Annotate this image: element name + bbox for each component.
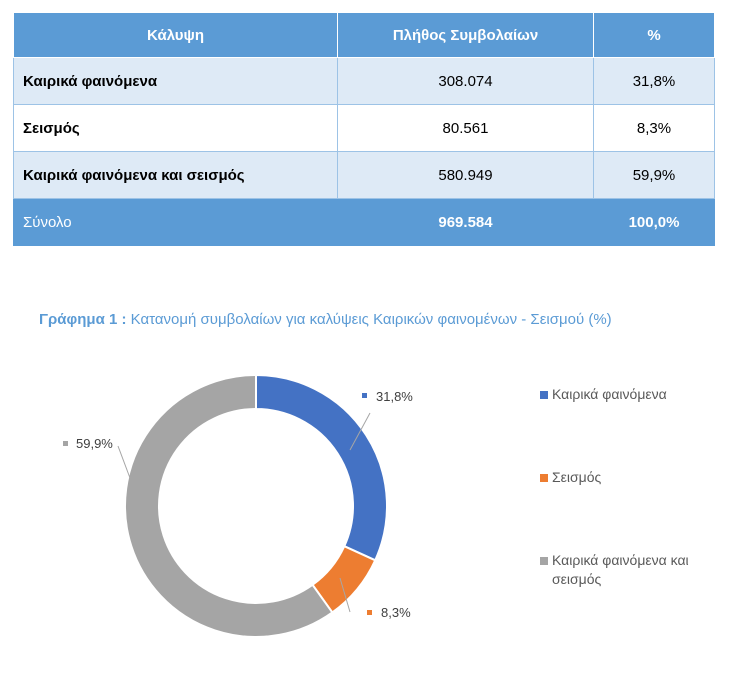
total-count: 969.584 — [337, 198, 594, 246]
table-row: Καιρικά φαινόμενα 308.074 31,8% — [13, 57, 715, 105]
header-percent: % — [593, 12, 715, 58]
data-label-marker — [362, 393, 367, 398]
data-label: 8,3% — [381, 605, 411, 620]
legend-item: Καιρικά φαινόμενα και σεισμός — [540, 551, 722, 589]
chart-title: Γράφημα 1 : Κατανομή συμβολαίων για καλύ… — [39, 311, 612, 328]
total-name: Σύνολο — [13, 198, 338, 246]
row-percent: 59,9% — [593, 151, 715, 199]
coverage-table: Κάλυψη Πλήθος Συμβολαίων % Καιρικά φαινό… — [13, 12, 715, 246]
data-label: 31,8% — [376, 389, 413, 404]
legend-swatch — [540, 391, 548, 399]
leader-line — [117, 445, 131, 479]
data-label: 59,9% — [76, 436, 113, 451]
header-contract-count: Πλήθος Συμβολαίων — [337, 12, 594, 58]
table-header-row: Κάλυψη Πλήθος Συμβολαίων % — [13, 12, 715, 58]
legend-item: Σεισμός — [540, 468, 722, 487]
legend-item: Καιρικά φαινόμενα — [540, 385, 722, 404]
row-name: Σεισμός — [13, 104, 338, 152]
legend-label: Καιρικά φαινόμενα και σεισμός — [552, 552, 689, 587]
data-label-marker — [367, 610, 372, 615]
header-coverage: Κάλυψη — [13, 12, 338, 58]
row-count: 308.074 — [337, 57, 594, 105]
leader-line — [339, 577, 351, 613]
row-name: Καιρικά φαινόμενα και σεισμός — [13, 151, 338, 199]
slice-weather-and-earthquake — [124, 373, 334, 638]
total-percent: 100,0% — [593, 198, 715, 246]
row-percent: 8,3% — [593, 104, 715, 152]
legend-swatch — [540, 474, 548, 482]
data-label-marker — [63, 441, 68, 446]
chart-title-text: Κατανομή συμβολαίων για καλύψεις Καιρικώ… — [126, 311, 612, 328]
row-name: Καιρικά φαινόμενα — [13, 57, 338, 105]
legend-label: Σεισμός — [552, 469, 602, 485]
table-total-row: Σύνολο 969.584 100,0% — [13, 198, 715, 246]
slice-weather — [255, 373, 388, 562]
chart-title-lead: Γράφημα 1 : — [39, 311, 127, 328]
table-row: Σεισμός 80.561 8,3% — [13, 104, 715, 152]
row-count: 80.561 — [337, 104, 594, 152]
row-percent: 31,8% — [593, 57, 715, 105]
row-count: 580.949 — [337, 151, 594, 199]
leader-line — [349, 412, 371, 451]
legend-label: Καιρικά φαινόμενα — [552, 386, 667, 402]
table-row: Καιρικά φαινόμενα και σεισμός 580.949 59… — [13, 151, 715, 199]
legend-swatch — [540, 557, 548, 565]
donut-chart: 31,8% 8,3% 59,9% — [63, 373, 413, 638]
